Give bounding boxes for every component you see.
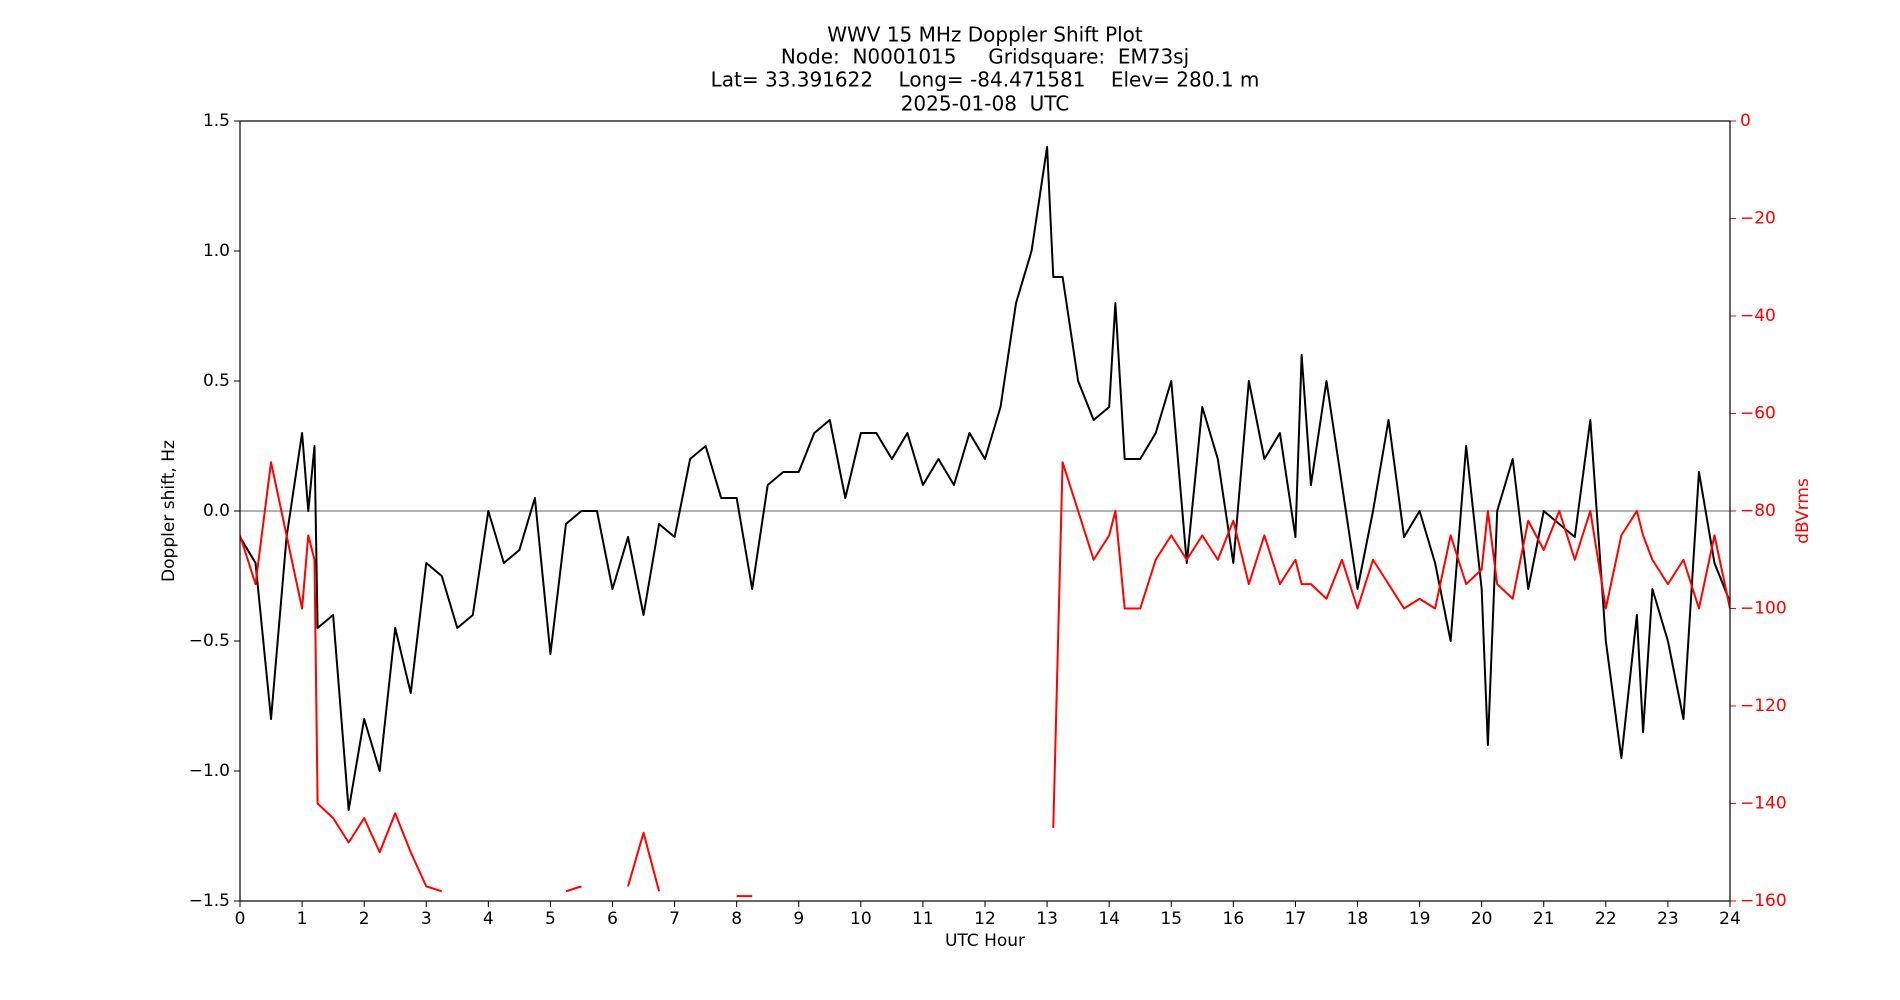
y-tick-label: −1.0 (189, 761, 230, 781)
chart-title: WWV 15 MHz Doppler Shift Plot (827, 23, 1143, 47)
x-tick-label: 14 (1098, 909, 1120, 929)
y-tick-label: 1.0 (203, 241, 230, 261)
x-tick-label: 10 (850, 909, 872, 929)
x-tick-label: 20 (1471, 909, 1493, 929)
x-tick-label: 19 (1409, 909, 1431, 929)
x-tick-label: 21 (1533, 909, 1555, 929)
x-tick-label: 11 (912, 909, 934, 929)
y2-tick-label: −60 (1740, 404, 1776, 424)
x-tick-label: 5 (545, 909, 556, 929)
x-tick-label: 3 (421, 909, 432, 929)
x-tick-label: 16 (1223, 909, 1245, 929)
x-tick-label: 2 (359, 909, 370, 929)
chart-subtitle: Lat= 33.391622 Long= -84.471581 Elev= 28… (711, 68, 1260, 92)
x-tick-label: 22 (1595, 909, 1617, 929)
y2-tick-label: −40 (1740, 306, 1776, 326)
y2-tick-label: −140 (1740, 794, 1787, 814)
y-tick-label: 0.0 (203, 501, 230, 521)
y2-tick-label: −80 (1740, 501, 1776, 521)
chart-subtitle: 2025-01-08 UTC (901, 92, 1070, 116)
y2-axis-label: dBVrms (1793, 478, 1813, 544)
x-tick-label: 7 (669, 909, 680, 929)
data-line (240, 146, 1730, 811)
plot-frame (239, 120, 1731, 902)
x-tick-label: 6 (607, 909, 618, 929)
x-tick-label: 8 (731, 909, 742, 929)
x-tick-label: 17 (1285, 909, 1307, 929)
y-tick-label: −1.5 (189, 891, 230, 911)
chart-subtitle: Node: N0001015 Gridsquare: EM73sj (781, 45, 1189, 69)
y-tick-label: 0.5 (203, 371, 230, 391)
y-tick-label: −0.5 (189, 631, 230, 651)
y2-tick-label: −20 (1740, 209, 1776, 229)
x-tick-label: 13 (1036, 909, 1058, 929)
x-tick-label: 15 (1160, 909, 1182, 929)
x-axis-label: UTC Hour (945, 931, 1025, 951)
y2-tick-label: −100 (1740, 599, 1787, 619)
y2-tick-label: 0 (1740, 111, 1751, 131)
x-tick-label: 4 (483, 909, 494, 929)
y-tick-label: 1.5 (203, 111, 230, 131)
x-tick-label: 12 (974, 909, 996, 929)
y2-tick-label: −120 (1740, 696, 1787, 716)
y2-tick-label: −160 (1740, 891, 1787, 911)
y-axis-label: Doppler shift, Hz (159, 440, 179, 582)
x-tick-label: 1 (297, 909, 308, 929)
x-tick-label: 0 (235, 909, 246, 929)
x-tick-label: 18 (1347, 909, 1369, 929)
x-tick-label: 23 (1657, 909, 1679, 929)
x-tick-label: 24 (1719, 909, 1741, 929)
data-line (240, 461, 1730, 898)
x-tick-label: 9 (793, 909, 804, 929)
